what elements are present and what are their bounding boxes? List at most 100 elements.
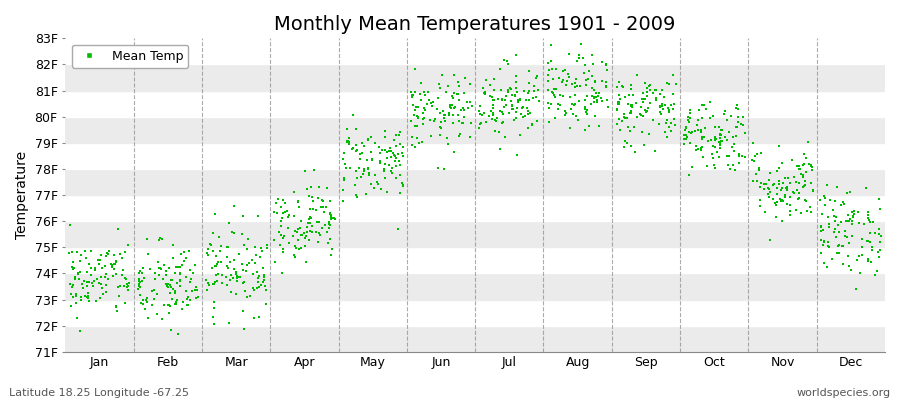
Point [161, 281, 176, 287]
Point [315, 197, 329, 203]
Point [130, 286, 145, 292]
Point [762, 194, 777, 200]
Point [271, 196, 285, 202]
Point [140, 236, 155, 242]
Point [392, 140, 407, 147]
Point [640, 93, 654, 100]
Point [407, 112, 421, 118]
Point [383, 145, 398, 152]
Point [280, 208, 294, 214]
Point [163, 282, 177, 288]
Point [838, 218, 852, 224]
Point [210, 278, 224, 285]
Point [580, 111, 594, 118]
Point [311, 219, 326, 226]
Point [167, 290, 182, 296]
Point [456, 90, 471, 96]
Point [441, 83, 455, 89]
Point [625, 104, 639, 110]
Point [719, 116, 733, 123]
Point [648, 96, 662, 103]
Point [109, 304, 123, 310]
Point [139, 296, 153, 303]
Point [132, 268, 147, 274]
Point [680, 134, 695, 141]
Point [837, 201, 851, 208]
Point [117, 275, 131, 281]
Point [254, 281, 268, 288]
Point [323, 211, 338, 218]
Point [685, 164, 699, 170]
Point [544, 66, 559, 73]
Point [511, 99, 526, 106]
Point [69, 291, 84, 297]
Point [407, 111, 421, 118]
Point [237, 242, 251, 248]
Y-axis label: Temperature: Temperature [15, 151, 29, 239]
Point [91, 257, 105, 264]
Point [652, 109, 667, 115]
Point [799, 198, 814, 204]
Point [112, 284, 126, 290]
Point [292, 246, 307, 252]
Point [179, 255, 194, 261]
Point [545, 90, 560, 96]
Point [387, 152, 401, 158]
Point [219, 274, 233, 280]
Point [372, 144, 386, 150]
Point [425, 103, 439, 109]
Point [861, 258, 876, 264]
Point [446, 72, 461, 78]
Point [667, 100, 681, 107]
Point [616, 114, 631, 120]
Point [460, 99, 474, 105]
Point [215, 272, 230, 278]
Point [595, 78, 609, 84]
Point [349, 193, 364, 200]
Point [623, 128, 637, 134]
Point [521, 107, 535, 114]
Point [761, 186, 776, 192]
Point [302, 206, 317, 212]
Point [797, 183, 812, 189]
Point [365, 156, 380, 163]
Point [774, 217, 788, 224]
Point [767, 181, 781, 188]
Point [226, 275, 240, 281]
Point [182, 248, 196, 254]
Point [205, 264, 220, 271]
Point [643, 100, 657, 106]
Point [112, 282, 127, 289]
Point [510, 104, 525, 111]
Point [500, 92, 514, 99]
Point [446, 102, 460, 108]
Point [834, 202, 849, 208]
Point [448, 104, 463, 110]
Point [246, 270, 260, 277]
Point [712, 139, 726, 145]
Point [498, 97, 512, 103]
Point [774, 187, 788, 194]
Point [748, 153, 762, 159]
Point [256, 274, 271, 280]
Point [118, 300, 132, 306]
Point [780, 201, 795, 207]
Point [237, 278, 251, 285]
Point [472, 108, 486, 114]
Point [388, 158, 402, 164]
Point [267, 259, 282, 265]
Point [414, 80, 428, 86]
Point [683, 140, 698, 146]
Point [578, 104, 592, 110]
Point [634, 129, 649, 135]
Point [788, 174, 802, 180]
Point [584, 100, 598, 107]
Point [714, 144, 728, 151]
Point [443, 102, 457, 109]
Point [386, 150, 400, 156]
Point [496, 111, 510, 117]
Point [842, 240, 856, 246]
Point [340, 138, 355, 145]
Point [202, 282, 216, 289]
Point [120, 275, 134, 282]
